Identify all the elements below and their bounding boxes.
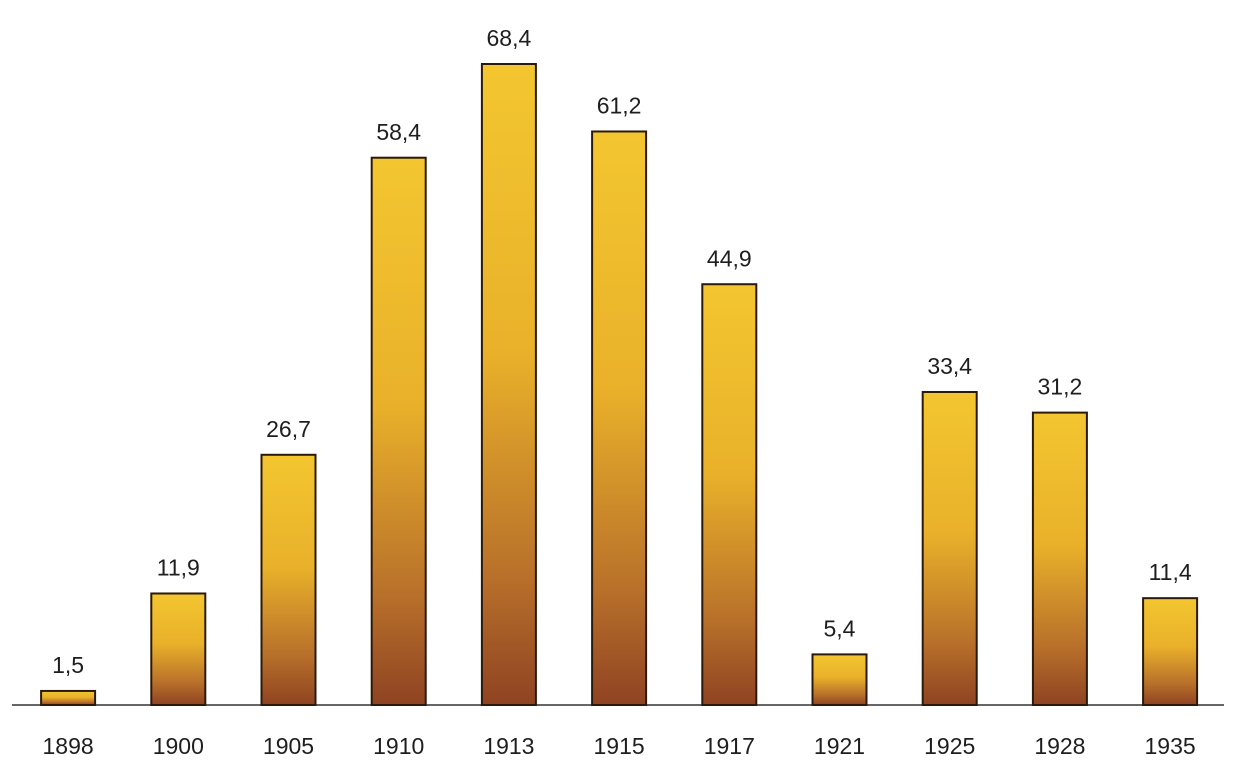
value-label: 61,2: [597, 93, 642, 119]
x-tick-label: 1921: [814, 733, 865, 759]
bar: [1142, 597, 1199, 707]
value-label: 26,7: [266, 416, 311, 442]
value-label: 58,4: [376, 119, 421, 145]
value-label: 11,9: [157, 555, 200, 581]
x-tick-label: 1935: [1145, 733, 1196, 759]
x-tick-label: 1900: [153, 733, 204, 759]
x-tick-label: 1925: [924, 733, 975, 759]
value-label: 33,4: [927, 353, 972, 379]
value-label: 5,4: [824, 615, 856, 641]
bar: [260, 453, 317, 706]
bar: [1031, 411, 1088, 706]
x-tick-label: 1917: [704, 733, 755, 759]
bar: [40, 689, 97, 707]
bar: [150, 592, 207, 707]
x-tick-label: 1905: [263, 733, 314, 759]
x-tick-label: 1913: [483, 733, 534, 759]
x-tick-label: 1898: [43, 733, 94, 759]
bar: [480, 63, 537, 706]
bar: [370, 156, 427, 707]
value-label: 68,4: [487, 25, 532, 51]
value-label: 31,2: [1038, 374, 1083, 400]
value-label: 1,5: [52, 652, 84, 678]
x-tick-label: 1928: [1034, 733, 1085, 759]
x-tick-label: 1910: [373, 733, 424, 759]
bar: [591, 130, 648, 706]
x-tick-label: 1915: [594, 733, 645, 759]
bar: [701, 283, 758, 706]
bar: [811, 653, 868, 706]
bar: [921, 390, 978, 706]
value-label: 44,9: [707, 245, 752, 271]
value-label: 11,4: [1149, 559, 1192, 585]
